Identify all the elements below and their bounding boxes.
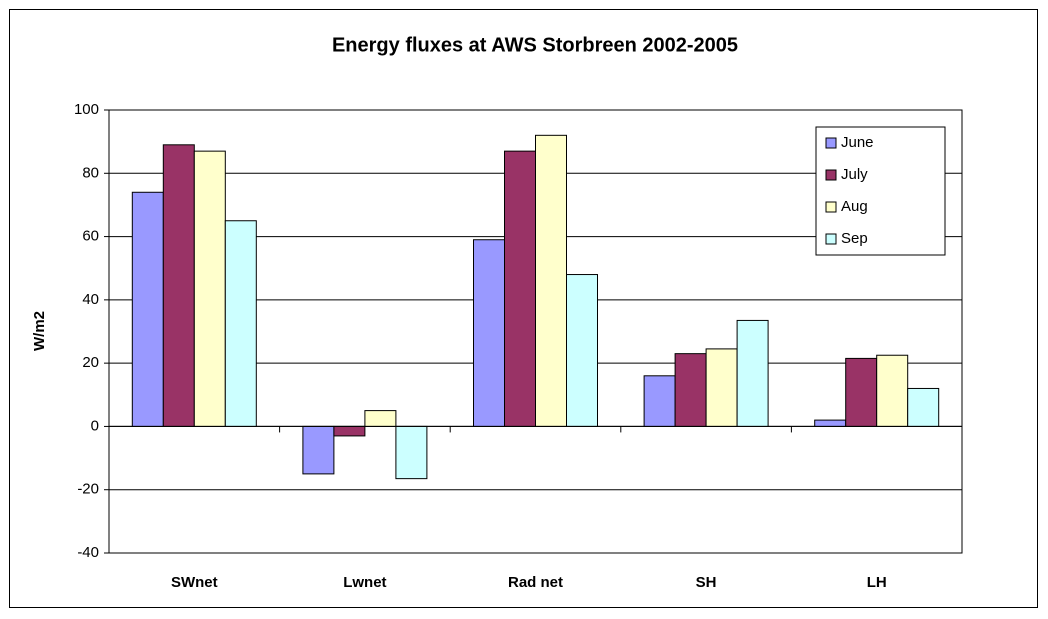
legend-swatch: [825, 201, 837, 213]
chart-title: Energy fluxes at AWS Storbreen 2002-2005: [332, 34, 738, 56]
bar: [814, 419, 847, 427]
bar: [535, 134, 567, 427]
bar: [302, 425, 335, 475]
x-tick-label: SH: [696, 574, 717, 591]
x-tick-label: Rad net: [508, 574, 563, 591]
bar: [364, 410, 397, 427]
y-tick-label: 20: [82, 354, 99, 371]
bar: [162, 144, 195, 427]
x-tick-label: Lwnet: [343, 574, 386, 591]
bar: [876, 354, 909, 427]
y-tick-label: 40: [82, 291, 99, 308]
y-tick-label: -40: [77, 544, 99, 561]
bar: [705, 348, 738, 427]
bar: [131, 191, 164, 427]
bar: [845, 357, 878, 427]
bar: [643, 375, 676, 427]
legend-label: Sep: [841, 230, 868, 247]
bar: [736, 319, 769, 427]
legend-swatch: [825, 137, 837, 149]
legend-label: June: [841, 134, 874, 151]
y-axis-label: W/m2: [31, 311, 48, 351]
bar: [674, 353, 707, 427]
bar: [907, 387, 940, 427]
bar: [395, 425, 428, 480]
bar: [566, 274, 598, 427]
bar: [504, 150, 536, 427]
bar: [224, 220, 257, 427]
legend-label: July: [841, 166, 868, 183]
y-tick-label: 80: [82, 164, 99, 181]
legend-box: [815, 126, 946, 256]
legend-swatch: [825, 233, 837, 245]
bar: [333, 425, 366, 437]
bar: [473, 239, 505, 427]
y-tick-label: 100: [74, 101, 99, 118]
y-tick-label: -20: [77, 481, 99, 498]
bar: [193, 150, 226, 427]
x-tick-label: LH: [867, 574, 887, 591]
y-tick-label: 60: [82, 228, 99, 245]
x-tick-label: SWnet: [171, 574, 218, 591]
legend-swatch: [825, 169, 837, 181]
y-tick-label: 0: [91, 417, 99, 434]
legend-label: Aug: [841, 198, 868, 215]
